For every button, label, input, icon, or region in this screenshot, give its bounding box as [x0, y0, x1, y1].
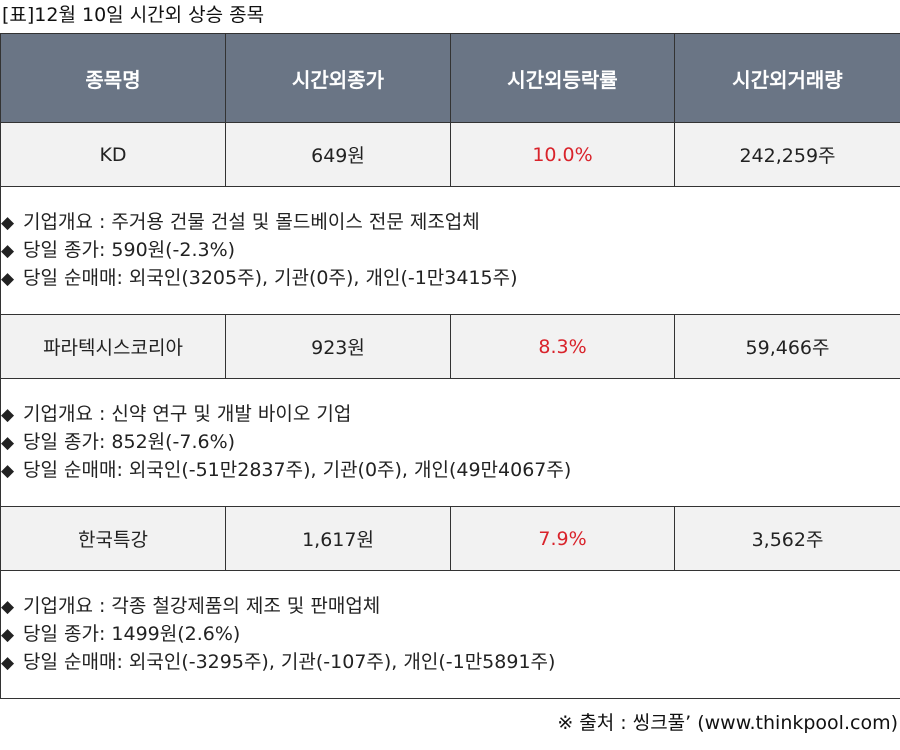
diamond-bullet-icon: ◆ — [1, 596, 15, 617]
diamond-bullet-icon: ◆ — [1, 212, 15, 233]
column-header-rate: 시간외등락률 — [450, 33, 675, 123]
column-header-volume: 시간외거래량 — [674, 33, 900, 123]
diamond-bullet-icon: ◆ — [1, 404, 15, 425]
after-hours-volume: 3,562주 — [674, 506, 900, 571]
stock-name: 한국특강 — [0, 506, 226, 571]
detail-text: 당일 종가: 1499원(2.6%) — [23, 622, 241, 645]
after-hours-rate: 10.0% — [450, 122, 675, 187]
detail-text: 당일 종가: 852원(-7.6%) — [23, 430, 236, 453]
diamond-bullet-icon: ◆ — [1, 240, 15, 261]
table-row: KD 649원 10.0% 242,259주 — [0, 122, 900, 187]
detail-text: 당일 순매매: 외국인(3205주), 기관(0주), 개인(-1만3415주) — [23, 266, 518, 289]
after-hours-gainers-table: 종목명 시간외종가 시간외등락률 시간외거래량 KD 649원 10.0% 24… — [0, 33, 900, 699]
stock-detail-row: ◆ 기업개요 : 주거용 건물 건설 및 몰드베이스 전문 제조업체 ◆ 당일 종가… — [0, 186, 900, 315]
after-hours-volume: 59,466주 — [674, 314, 900, 379]
column-header-close: 시간외종가 — [225, 33, 451, 123]
detail-line-net-trading: ◆ 당일 순매매: 외국인(-3295주), 기관(-107주), 개인(-1만5… — [1, 649, 900, 677]
after-hours-rate: 7.9% — [450, 506, 675, 571]
table-row: 한국특강 1,617원 7.9% 3,562주 — [0, 506, 900, 571]
detail-line-overview: ◆ 기업개요 : 각종 철강제품의 제조 및 판매업체 — [1, 593, 900, 621]
diamond-bullet-icon: ◆ — [1, 652, 15, 673]
table-header-row: 종목명 시간외종가 시간외등락률 시간외거래량 — [0, 33, 900, 123]
stock-name: 파라텍시스코리아 — [0, 314, 226, 379]
detail-line-net-trading: ◆ 당일 순매매: 외국인(3205주), 기관(0주), 개인(-1만3415주… — [1, 265, 900, 293]
detail-text: 기업개요 : 각종 철강제품의 제조 및 판매업체 — [23, 594, 381, 617]
after-hours-close: 923원 — [225, 314, 451, 379]
detail-line-close: ◆ 당일 종가: 590원(-2.3%) — [1, 237, 900, 265]
detail-text: 당일 순매매: 외국인(-51만2837주), 기관(0주), 개인(49만40… — [23, 458, 572, 481]
after-hours-close: 1,617원 — [225, 506, 451, 571]
after-hours-close: 649원 — [225, 122, 451, 187]
detail-text: 기업개요 : 신약 연구 및 개발 바이오 기업 — [23, 402, 352, 425]
diamond-bullet-icon: ◆ — [1, 268, 15, 289]
stock-name: KD — [0, 122, 226, 187]
stock-detail-cell: ◆ 기업개요 : 주거용 건물 건설 및 몰드베이스 전문 제조업체 ◆ 당일 종가… — [0, 186, 900, 315]
table-row: 파라텍시스코리아 923원 8.3% 59,466주 — [0, 314, 900, 379]
stock-detail-cell: ◆ 기업개요 : 각종 철강제품의 제조 및 판매업체 ◆ 당일 종가: 1499원… — [0, 570, 900, 699]
after-hours-volume: 242,259주 — [674, 122, 900, 187]
detail-line-close: ◆ 당일 종가: 1499원(2.6%) — [1, 621, 900, 649]
detail-line-close: ◆ 당일 종가: 852원(-7.6%) — [1, 429, 900, 457]
detail-line-overview: ◆ 기업개요 : 신약 연구 및 개발 바이오 기업 — [1, 401, 900, 429]
diamond-bullet-icon: ◆ — [1, 432, 15, 453]
detail-text: 당일 순매매: 외국인(-3295주), 기관(-107주), 개인(-1만58… — [23, 650, 556, 673]
after-hours-rate: 8.3% — [450, 314, 675, 379]
stock-detail-row: ◆ 기업개요 : 신약 연구 및 개발 바이오 기업 ◆ 당일 종가: 852원(-… — [0, 378, 900, 507]
detail-text: 기업개요 : 주거용 건물 건설 및 몰드베이스 전문 제조업체 — [23, 210, 480, 233]
diamond-bullet-icon: ◆ — [1, 460, 15, 481]
detail-line-overview: ◆ 기업개요 : 주거용 건물 건설 및 몰드베이스 전문 제조업체 — [1, 209, 900, 237]
stock-detail-row: ◆ 기업개요 : 각종 철강제품의 제조 및 판매업체 ◆ 당일 종가: 1499원… — [0, 570, 900, 699]
diamond-bullet-icon: ◆ — [1, 624, 15, 645]
detail-text: 당일 종가: 590원(-2.3%) — [23, 238, 236, 261]
column-header-name: 종목명 — [0, 33, 226, 123]
detail-line-net-trading: ◆ 당일 순매매: 외국인(-51만2837주), 기관(0주), 개인(49만4… — [1, 457, 900, 485]
stock-detail-cell: ◆ 기업개요 : 신약 연구 및 개발 바이오 기업 ◆ 당일 종가: 852원(-… — [0, 378, 900, 507]
table-caption: [표]12월 10일 시간외 상승 종목 — [2, 4, 265, 26]
source-note: ※ 출처 : 씽크풀’ (www.thinkpool.com) — [557, 712, 898, 734]
